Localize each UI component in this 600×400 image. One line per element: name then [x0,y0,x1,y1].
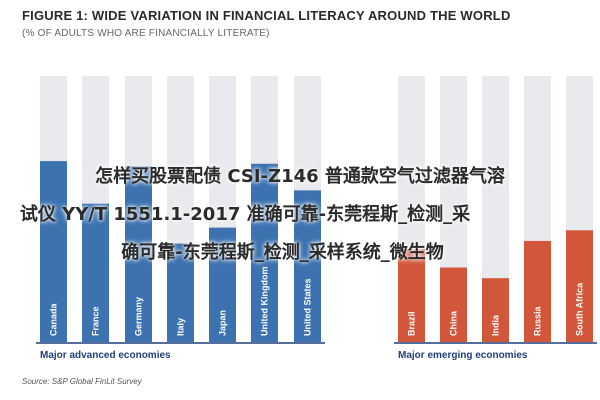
bar-russia [524,240,551,342]
category-label: South Africa [575,282,585,336]
category-label: Germany [134,297,144,336]
group-label-advanced: Major advanced economies [40,350,171,361]
bar-china [440,267,467,342]
overlay-line-1: 怎样买股票配债 CSI-Z146 普通款空气过滤器气溶 [95,166,505,187]
bar-france [82,203,109,342]
source-note: Source: S&P Global FinLit Survey [22,377,142,386]
category-label: Brazil [407,311,417,336]
category-label: China [449,310,459,336]
bar-united-kingdom [251,163,278,342]
watermark-overlay-text: 怎样买股票配债 CSI-Z146 普通款空气过滤器气溶 试仪 YY/T 1551… [0,158,600,272]
bar-brazil [398,248,425,342]
bar-italy [167,243,194,342]
group-label-emerging: Major emerging economies [398,350,528,361]
bar-japan [209,227,236,342]
category-label: Russia [533,305,543,336]
bar-united-states [294,190,321,342]
bar-india [482,278,509,342]
category-label: France [91,306,101,336]
category-label: India [491,314,501,336]
chart-title: FIGURE 1: WIDE VARIATION IN FINANCIAL LI… [22,8,511,23]
category-label: United Kingdom [260,267,270,337]
bar-germany [125,166,152,342]
bar-south-africa [566,230,593,342]
category-label: United States [303,278,313,336]
chart-subtitle: (% OF ADULTS WHO ARE FINANCIALLY LITERAT… [22,28,270,39]
category-label: Canada [49,302,59,336]
category-label: Italy [176,318,186,336]
overlay-line-2: 试仪 YY/T 1551.1-2017 准确可靠-东莞程斯_检测_采 [19,204,471,225]
bar-canada [40,161,67,342]
category-label: Japan [218,310,228,336]
overlay-line-3: 确可靠-东莞程斯_检测_采样系统_微生物 [121,242,444,263]
